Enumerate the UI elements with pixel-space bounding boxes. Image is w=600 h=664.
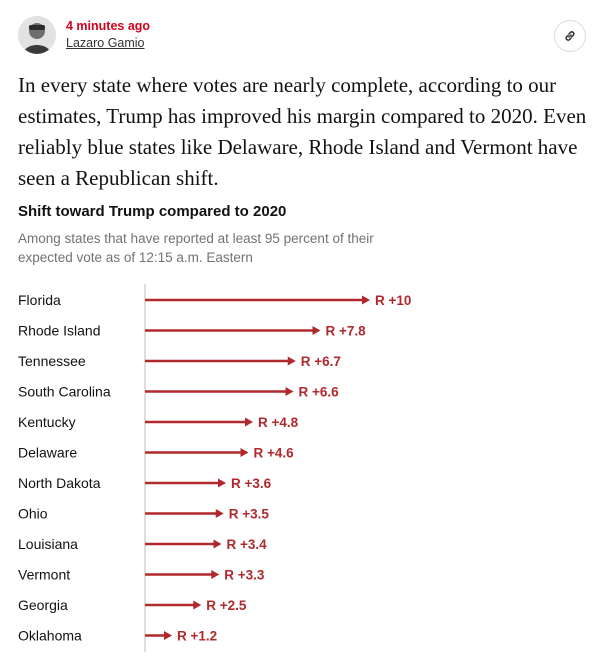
author-avatar[interactable] — [18, 16, 56, 54]
state-label: Georgia — [18, 597, 68, 613]
value-label: R +3.3 — [224, 568, 265, 583]
value-label: R +6.7 — [301, 354, 341, 369]
value-label: R +2.5 — [206, 598, 247, 613]
byline: 4 minutes ago Lazaro Gamio — [18, 14, 150, 56]
timestamp: 4 minutes ago — [66, 19, 151, 33]
state-label: North Dakota — [18, 475, 101, 491]
value-label: R +10 — [375, 293, 411, 308]
state-label: Rhode Island — [18, 323, 101, 339]
author-photo-icon — [18, 16, 56, 54]
shift-arrowhead — [218, 478, 226, 488]
value-label: R +3.5 — [229, 507, 270, 522]
byline-meta: 4 minutes ago Lazaro Gamio — [66, 18, 150, 52]
shift-arrowhead — [213, 539, 222, 549]
value-label: R +3.4 — [227, 537, 268, 552]
state-label: Oklahoma — [18, 628, 82, 644]
shift-arrowhead — [164, 631, 172, 640]
state-label: South Carolina — [18, 384, 111, 400]
shift-arrowhead — [362, 295, 370, 305]
shift-arrowhead — [287, 356, 296, 366]
state-label: Tennessee — [18, 353, 86, 369]
shift-arrowhead — [240, 448, 249, 457]
state-label: Kentucky — [18, 414, 76, 430]
state-label: Delaware — [18, 445, 77, 461]
state-label: Louisiana — [18, 536, 78, 552]
state-label: Florida — [18, 292, 61, 308]
copy-link-button[interactable] — [554, 20, 586, 52]
link-icon — [565, 31, 575, 41]
shift-arrowhead — [285, 387, 294, 396]
value-label: R +7.8 — [326, 324, 367, 339]
shift-bar-chart: Florida R +10 Rhode Island R +7.8 Tennessee R… — [18, 284, 411, 652]
value-label: R +6.6 — [299, 385, 340, 400]
shift-arrowhead — [211, 570, 220, 579]
shift-arrowhead — [215, 509, 224, 518]
value-label: R +4.6 — [254, 446, 295, 461]
state-label: Ohio — [18, 506, 48, 522]
state-label: Vermont — [18, 567, 70, 583]
chart-title: Shift toward Trump compared to 2020 — [18, 203, 287, 220]
chart-subtitle: Among states that have reported at least… — [18, 231, 374, 265]
value-label: R +3.6 — [231, 476, 272, 491]
value-label: R +4.8 — [258, 415, 299, 430]
author-name-link[interactable]: Lazaro Gamio — [66, 36, 145, 50]
shift-arrowhead — [193, 600, 202, 610]
post-body: In every state where votes are nearly co… — [18, 73, 587, 190]
shift-arrowhead — [312, 326, 321, 335]
value-label: R +1.2 — [177, 629, 217, 644]
shift-arrowhead — [245, 417, 253, 427]
